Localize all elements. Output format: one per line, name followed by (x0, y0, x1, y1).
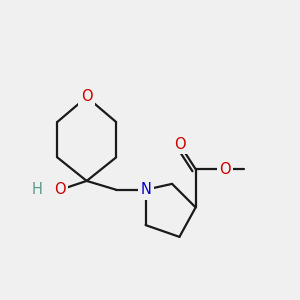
Text: O: O (174, 136, 185, 152)
Text: N: N (140, 182, 151, 197)
Text: H: H (31, 182, 42, 197)
Text: O: O (54, 182, 66, 197)
Text: O: O (219, 162, 231, 177)
Text: O: O (81, 89, 92, 104)
